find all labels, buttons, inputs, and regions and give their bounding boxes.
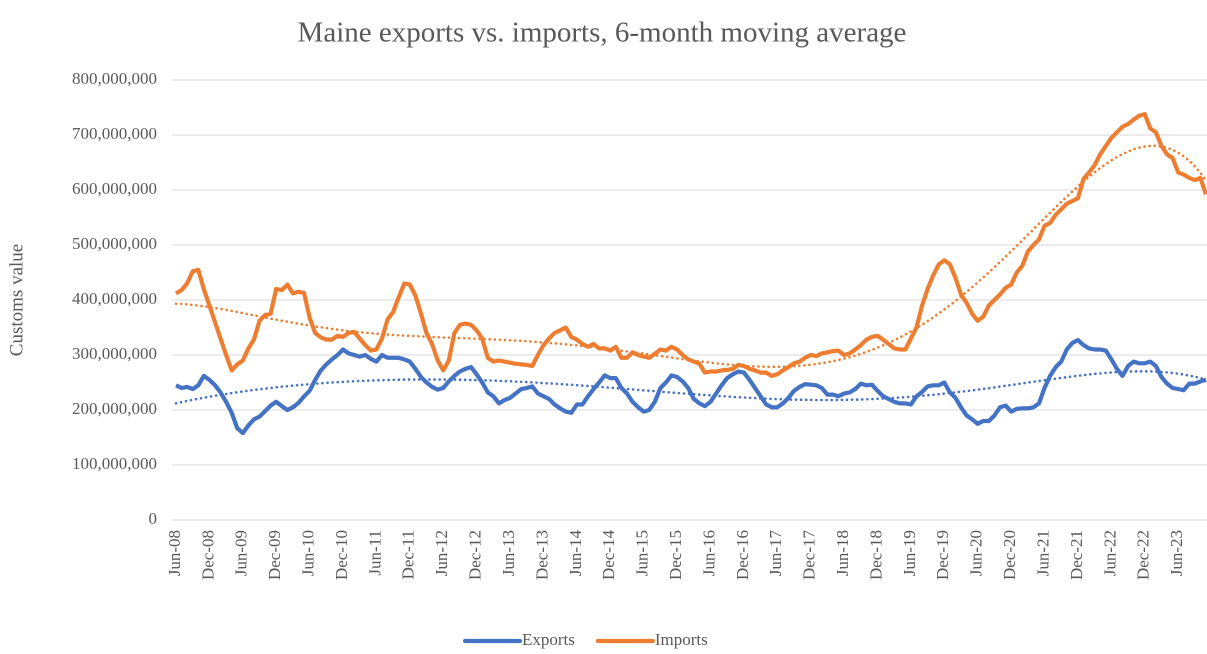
y-tick-label: 200,000,000 [72,399,157,418]
y-tick-label: 800,000,000 [72,69,157,88]
y-axis-label: Customs value [6,244,27,356]
x-tick-label: Jun-11 [365,530,384,576]
chart-title: Maine exports vs. imports, 6-month movin… [298,17,907,49]
x-tick-label: Dec-13 [532,530,551,580]
x-tick-label: Dec-11 [399,530,418,579]
x-tick-label: Jun-18 [833,530,852,576]
x-tick-label: Dec-20 [1000,530,1019,580]
legend-label: Exports [522,630,575,649]
y-tick-label: 100,000,000 [72,454,157,473]
x-tick-label: Dec-10 [332,530,351,580]
y-tick-label: 0 [149,509,158,528]
legend-label: Imports [655,630,708,649]
x-tick-label: Dec-12 [466,530,485,580]
x-tick-label: Jun-10 [299,530,318,576]
x-tick-label: Jun-12 [432,530,451,576]
y-tick-label: 400,000,000 [72,289,157,308]
x-tick-label: Jun-09 [232,530,251,576]
y-tick-label: 500,000,000 [72,234,157,253]
x-tick-label: Jun-19 [900,530,919,576]
x-tick-label: Dec-09 [265,530,284,580]
x-tick-label: Jun-15 [633,530,652,576]
x-tick-label: Dec-16 [733,530,752,580]
x-tick-label: Dec-18 [866,530,885,580]
x-tick-label: Dec-21 [1067,530,1086,580]
y-tick-label: 600,000,000 [72,179,157,198]
x-tick-label: Jun-14 [566,530,585,577]
series-line [175,338,1207,436]
y-tick-label: 300,000,000 [72,344,157,363]
y-tick-label: 700,000,000 [72,124,157,143]
trendline [174,144,1207,369]
x-tick-label: Jun-08 [165,530,184,576]
series-line [174,112,1207,378]
x-tick-label: Dec-22 [1134,530,1153,580]
x-tick-label: Jun-13 [499,530,518,576]
trendline [174,370,1207,405]
x-tick-label: Jun-16 [699,530,718,576]
x-tick-label: Jun-22 [1100,530,1119,576]
x-tick-label: Dec-19 [933,530,952,580]
x-tick-label: Dec-08 [198,530,217,580]
x-tick-label: Dec-15 [666,530,685,580]
x-tick-label: Jun-23 [1167,530,1186,576]
x-tick-label: Jun-21 [1033,530,1052,576]
x-tick-label: Jun-20 [967,530,986,576]
x-tick-label: Dec-14 [599,530,618,581]
x-tick-label: Jun-17 [766,530,785,577]
x-tick-label: Dec-17 [800,530,819,581]
